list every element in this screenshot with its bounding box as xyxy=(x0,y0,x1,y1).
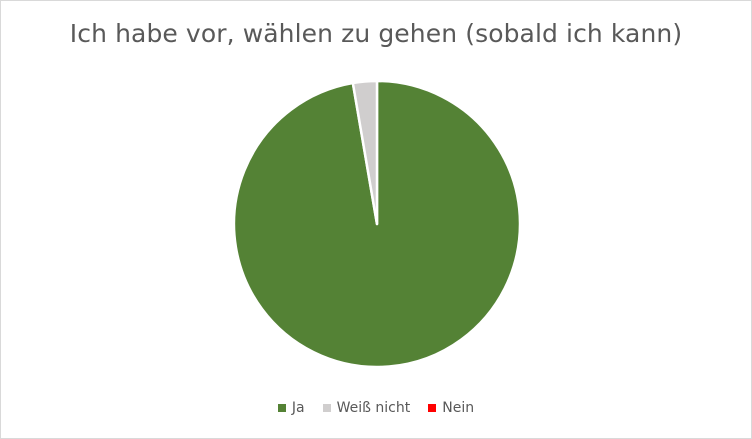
legend: Ja Weiß nicht Nein xyxy=(1,400,751,416)
legend-item-nein: Nein xyxy=(428,400,474,416)
chart-title: Ich habe vor, wählen zu gehen (sobald ic… xyxy=(69,19,683,48)
legend-item-ja: Ja xyxy=(277,400,305,416)
legend-item-weiss-nicht: Weiß nicht xyxy=(322,400,411,416)
legend-swatch-nein xyxy=(428,404,437,412)
legend-label-weiss-nicht: Weiß nicht xyxy=(336,400,411,416)
legend-swatch-weiss-nicht xyxy=(322,404,331,412)
pie-slice-weiss-nicht xyxy=(351,79,379,226)
legend-swatch-ja xyxy=(277,404,286,412)
pie-slices xyxy=(232,79,522,369)
legend-label-ja: Ja xyxy=(291,400,305,416)
legend-label-nein: Nein xyxy=(442,400,475,416)
